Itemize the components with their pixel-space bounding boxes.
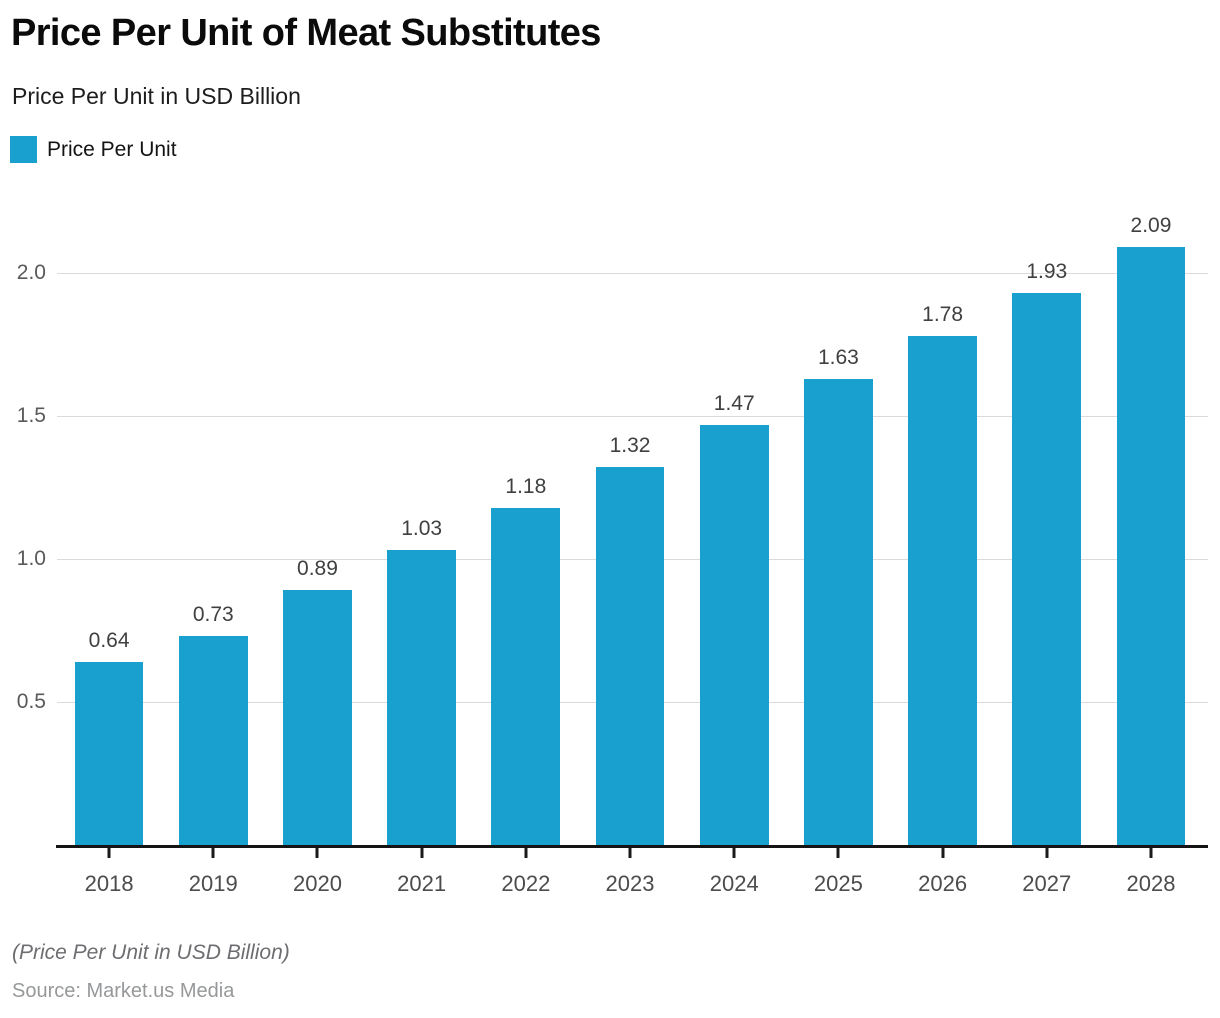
bar-slot: 1.47 2024 bbox=[682, 185, 786, 896]
chart-title: Price Per Unit of Meat Substitutes bbox=[11, 12, 601, 54]
x-tick-label: 2023 bbox=[605, 871, 655, 896]
x-tick-label: 2019 bbox=[188, 871, 238, 896]
x-tick-label: 2028 bbox=[1126, 871, 1176, 896]
bar-2023 bbox=[595, 467, 665, 845]
legend-label: Price Per Unit bbox=[47, 137, 177, 161]
bar-value-label: 1.03 bbox=[401, 517, 443, 540]
bar-value-label: 1.63 bbox=[817, 346, 859, 369]
legend-swatch-icon bbox=[10, 136, 37, 163]
x-axis-tick bbox=[524, 847, 528, 858]
footer-note: (Price Per Unit in USD Billion) bbox=[12, 941, 290, 964]
bar-slot: 0.64 2018 bbox=[57, 185, 161, 896]
x-tick-label: 2026 bbox=[918, 871, 968, 896]
bar-2026 bbox=[908, 336, 977, 845]
y-tick-label: 1.5 bbox=[16, 404, 46, 427]
x-axis-tick bbox=[1045, 847, 1049, 858]
x-tick-label: 2020 bbox=[292, 871, 342, 896]
bar-value-label: 1.78 bbox=[922, 303, 964, 326]
bar-2028 bbox=[1116, 247, 1186, 845]
bar-value-label: 0.64 bbox=[88, 629, 130, 652]
bar-2022 bbox=[491, 508, 561, 845]
chart-subtitle: Price Per Unit in USD Billion bbox=[12, 83, 301, 109]
bar-2020 bbox=[283, 590, 352, 845]
x-axis-tick bbox=[107, 847, 111, 858]
x-axis-tick bbox=[732, 847, 736, 858]
x-axis-tick bbox=[836, 847, 840, 858]
bar-2021 bbox=[387, 550, 457, 845]
bar-value-label: 1.18 bbox=[505, 475, 547, 498]
bar-2024 bbox=[699, 425, 769, 845]
legend: Price Per Unit bbox=[10, 136, 177, 163]
x-tick-label: 2022 bbox=[501, 871, 551, 896]
bar-slot: 1.63 2025 bbox=[786, 185, 890, 896]
bars-row: 0.64 2018 0.73 2019 0.89 2020 1.03 2021 1.18 2022… bbox=[57, 185, 1203, 896]
bar-slot: 1.32 2023 bbox=[578, 185, 682, 896]
source-note: Source: Market.us Media bbox=[12, 980, 235, 1002]
y-tick-label: 0.5 bbox=[16, 690, 46, 713]
y-tick-label: 2.0 bbox=[16, 261, 46, 284]
bar-value-label: 1.32 bbox=[609, 434, 651, 457]
x-axis-tick bbox=[1149, 847, 1153, 858]
x-axis-tick bbox=[628, 847, 632, 858]
bar-slot: 0.73 2019 bbox=[161, 185, 265, 896]
bar-slot: 1.03 2021 bbox=[370, 185, 474, 896]
x-tick-label: 2018 bbox=[84, 871, 134, 896]
x-tick-label: 2021 bbox=[397, 871, 447, 896]
bar-2027 bbox=[1012, 293, 1082, 845]
x-axis-tick bbox=[941, 847, 945, 858]
x-tick-label: 2025 bbox=[813, 871, 863, 896]
x-axis-tick bbox=[420, 847, 424, 858]
bar-2018 bbox=[74, 662, 144, 845]
x-tick-label: 2027 bbox=[1022, 871, 1072, 896]
y-tick-label: 1.0 bbox=[16, 547, 46, 570]
bar-slot: 0.89 2020 bbox=[265, 185, 369, 896]
gridline bbox=[57, 273, 1208, 274]
bar-2025 bbox=[804, 379, 873, 845]
bar-value-label: 2.09 bbox=[1130, 214, 1172, 237]
bar-slot: 2.09 2028 bbox=[1099, 185, 1203, 896]
bar-2019 bbox=[178, 636, 248, 845]
bar-value-label: 0.89 bbox=[297, 557, 338, 580]
bar-slot: 1.93 2027 bbox=[995, 185, 1099, 896]
x-axis-tick bbox=[315, 847, 319, 858]
bar-slot: 1.78 2026 bbox=[891, 185, 995, 896]
x-axis-tick bbox=[211, 847, 215, 858]
x-axis-line bbox=[56, 845, 1208, 848]
bar-value-label: 1.93 bbox=[1026, 260, 1068, 283]
bar-value-label: 1.47 bbox=[713, 392, 755, 415]
x-tick-label: 2024 bbox=[709, 871, 759, 896]
bar-value-label: 0.73 bbox=[192, 603, 234, 626]
bar-slot: 1.18 2022 bbox=[474, 185, 578, 896]
gridline bbox=[57, 416, 1208, 417]
